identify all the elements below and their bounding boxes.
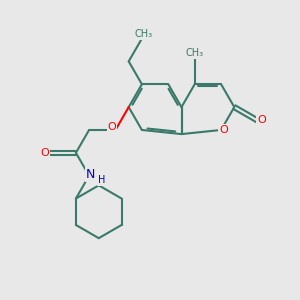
Text: N: N — [86, 168, 95, 181]
Text: O: O — [40, 148, 50, 158]
Text: CH₃: CH₃ — [134, 29, 152, 39]
Text: O: O — [257, 115, 266, 125]
Text: H: H — [98, 175, 105, 185]
Text: O: O — [107, 122, 116, 132]
Text: O: O — [219, 125, 228, 135]
Text: CH₃: CH₃ — [186, 48, 204, 58]
